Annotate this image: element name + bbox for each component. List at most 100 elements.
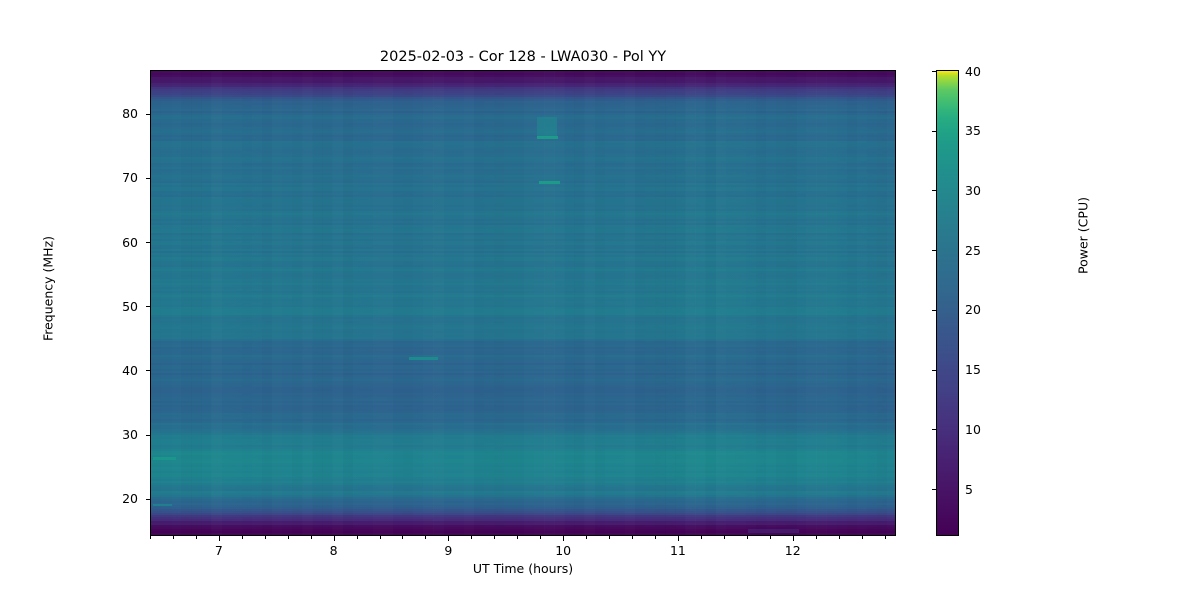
y-axis-tick xyxy=(145,370,150,372)
heatmap-row xyxy=(151,197,895,200)
heatmap-row xyxy=(151,165,895,168)
x-axis-minor-tick xyxy=(769,536,771,539)
heatmap-row xyxy=(151,445,895,448)
heatmap-row xyxy=(151,161,895,164)
heatmap-row xyxy=(151,171,895,174)
heatmap-row xyxy=(151,247,895,250)
heatmap-row xyxy=(151,287,895,290)
heatmap-row xyxy=(151,271,895,274)
heatmap-row xyxy=(151,391,895,394)
heatmap-row xyxy=(151,431,895,434)
heatmap-row xyxy=(151,99,895,102)
heatmap-row xyxy=(151,97,895,100)
heatmap-row xyxy=(151,361,895,364)
heatmap-time-column xyxy=(423,71,433,535)
heatmap-row xyxy=(151,347,895,350)
x-axis-minor-tick xyxy=(700,536,702,539)
heatmap-row xyxy=(151,411,895,414)
heatmap-time-column xyxy=(464,71,474,535)
heatmap-time-column xyxy=(605,71,615,535)
heatmap-row xyxy=(151,501,895,504)
heatmap-row xyxy=(151,231,895,234)
heatmap-row xyxy=(151,205,895,208)
heatmap-row xyxy=(151,243,895,246)
heatmap-row xyxy=(151,305,895,308)
x-axis-tick-label: 8 xyxy=(329,543,338,558)
heatmap-time-column xyxy=(816,71,826,535)
heatmap-time-column xyxy=(453,71,463,535)
heatmap-row xyxy=(151,333,895,336)
x-axis-minor-tick xyxy=(632,536,634,539)
heatmap-row xyxy=(151,503,895,506)
heatmap-row xyxy=(151,273,895,276)
heatmap-row xyxy=(151,529,895,532)
colorbar[interactable]: 5 10 15 20 25 30 35 40 xyxy=(932,64,981,536)
heatmap-time-column xyxy=(322,71,332,535)
heatmap-time-column xyxy=(756,71,766,535)
colorbar-tick xyxy=(932,130,936,132)
heatmap-time-column xyxy=(363,71,373,535)
heatmap-time-column xyxy=(151,71,161,535)
heatmap-row xyxy=(151,71,895,74)
heatmap-row xyxy=(151,219,895,222)
heatmap-row xyxy=(151,471,895,474)
heatmap-row xyxy=(151,281,895,284)
heatmap-row xyxy=(151,349,895,352)
heatmap-time-column xyxy=(373,71,383,535)
heatmap-row xyxy=(151,315,895,318)
heatmap-row xyxy=(151,279,895,282)
heatmap-time-column xyxy=(857,71,867,535)
heatmap-row xyxy=(151,379,895,382)
heatmap-row xyxy=(151,169,895,172)
heatmap-row xyxy=(151,461,895,464)
heatmap-row xyxy=(151,229,895,232)
heatmap-row xyxy=(151,531,895,534)
heatmap-row xyxy=(151,403,895,406)
heatmap-time-column xyxy=(655,71,665,535)
y-axis-tick-label: 70 xyxy=(122,170,138,186)
y-axis-tick xyxy=(145,113,150,115)
x-axis-tick xyxy=(677,536,679,541)
y-axis-tick-label: 60 xyxy=(122,234,138,250)
heatmap-row xyxy=(151,433,895,436)
heatmap-row xyxy=(151,101,895,104)
heatmap-time-column xyxy=(736,71,746,535)
heatmap-row xyxy=(151,299,895,302)
heatmap-row xyxy=(151,223,895,226)
heatmap-time-column xyxy=(302,71,312,535)
colorbar-tick-label: 15 xyxy=(965,362,981,378)
x-axis-minor-tick xyxy=(723,536,725,539)
x-axis-minor-tick xyxy=(609,536,611,539)
heatmap-row xyxy=(151,377,895,380)
page-title: 2025-02-03 - Cor 128 - LWA030 - Pol YY xyxy=(379,49,667,65)
heatmap-row xyxy=(151,405,895,408)
heatmap-row xyxy=(151,521,895,524)
heatmap-time-column xyxy=(514,71,524,535)
y-axis-tick-label: 80 xyxy=(122,106,138,122)
heatmap-row xyxy=(151,421,895,424)
heatmap-row xyxy=(151,497,895,500)
heatmap-row xyxy=(151,135,895,138)
heatmap-row xyxy=(151,371,895,374)
heatmap-row xyxy=(151,121,895,124)
heatmap-time-column xyxy=(232,71,242,535)
heatmap-row xyxy=(151,511,895,514)
heatmap-row xyxy=(151,167,895,170)
heatmap-row xyxy=(151,351,895,354)
heatmap-row xyxy=(151,147,895,150)
heatmap-row xyxy=(151,481,895,484)
y-axis-tick xyxy=(145,177,150,179)
dynamic-spectrum-heatmap[interactable] xyxy=(150,70,896,536)
x-axis-minor-tick xyxy=(746,536,748,539)
heatmap-row xyxy=(151,131,895,134)
heatmap-row xyxy=(151,463,895,466)
heatmap-row xyxy=(151,311,895,314)
heatmap-row xyxy=(151,513,895,516)
heatmap-row xyxy=(151,133,895,136)
heatmap-row xyxy=(151,293,895,296)
heatmap-row xyxy=(151,467,895,470)
heatmap-row xyxy=(151,203,895,206)
heatmap-row xyxy=(151,301,895,304)
heatmap-row xyxy=(151,415,895,418)
heatmap-time-column xyxy=(826,71,836,535)
